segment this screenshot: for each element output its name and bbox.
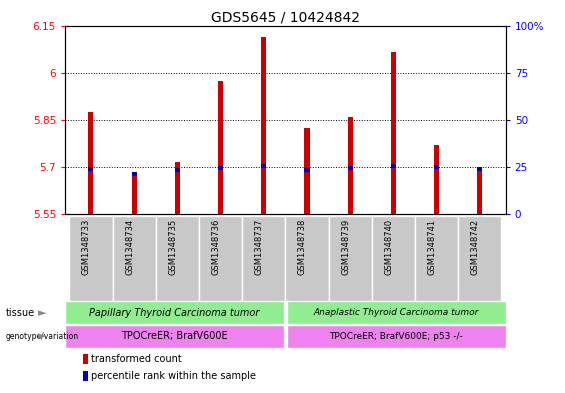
Bar (218, 166, 223, 170)
Text: GSM1348738: GSM1348738 (298, 219, 307, 275)
Text: GSM1348740: GSM1348740 (384, 219, 393, 275)
Bar (305, 128, 310, 214)
Text: GSM1348736: GSM1348736 (211, 219, 220, 275)
Bar (372, 216, 415, 301)
Bar (328, 216, 372, 301)
Text: TPOCreER; BrafV600E; p53 -/-: TPOCreER; BrafV600E; p53 -/- (329, 332, 463, 341)
Title: GDS5645 / 10424842: GDS5645 / 10424842 (211, 10, 360, 24)
Bar (477, 169, 483, 214)
Bar (287, 325, 506, 348)
Bar (175, 168, 180, 172)
Bar (199, 216, 242, 301)
Text: GSM1348737: GSM1348737 (255, 219, 264, 275)
Bar (391, 164, 396, 168)
Text: GSM1348733: GSM1348733 (82, 219, 91, 275)
Text: transformed count: transformed count (90, 354, 181, 364)
Bar (69, 216, 112, 301)
Text: tissue: tissue (6, 308, 35, 318)
Bar (218, 81, 223, 214)
Text: Papillary Thyroid Carcinoma tumor: Papillary Thyroid Carcinoma tumor (89, 308, 259, 318)
Bar (434, 145, 439, 214)
Text: Anaplastic Thyroid Carcinoma tumor: Anaplastic Thyroid Carcinoma tumor (314, 309, 479, 317)
Text: GSM1348741: GSM1348741 (428, 219, 437, 275)
Bar (305, 168, 310, 172)
Bar (434, 165, 439, 169)
Bar (156, 216, 199, 301)
Bar (415, 216, 458, 301)
Bar (261, 37, 266, 214)
Text: TPOCreER; BrafV600E: TPOCreER; BrafV600E (121, 331, 228, 342)
Bar (82, 371, 88, 381)
Bar (347, 166, 353, 170)
Text: GSM1348734: GSM1348734 (125, 219, 134, 275)
Bar (285, 216, 328, 301)
Text: percentile rank within the sample: percentile rank within the sample (90, 371, 255, 381)
Bar (242, 216, 285, 301)
Text: ►: ► (38, 331, 47, 342)
Text: GSM1348742: GSM1348742 (471, 219, 480, 275)
Bar (88, 167, 93, 171)
Bar (287, 301, 506, 324)
Bar (82, 354, 88, 364)
Bar (132, 172, 137, 176)
Bar (132, 175, 137, 214)
Bar (65, 301, 284, 324)
Bar (112, 216, 156, 301)
Bar (477, 167, 483, 171)
Bar (175, 162, 180, 214)
Text: genotype/variation: genotype/variation (6, 332, 79, 341)
Text: GSM1348739: GSM1348739 (341, 219, 350, 275)
Bar (391, 52, 396, 214)
Bar (261, 164, 266, 168)
Bar (458, 216, 501, 301)
Bar (347, 117, 353, 214)
Text: ►: ► (38, 308, 47, 318)
Bar (65, 325, 284, 348)
Text: GSM1348735: GSM1348735 (168, 219, 177, 275)
Bar (88, 112, 93, 214)
